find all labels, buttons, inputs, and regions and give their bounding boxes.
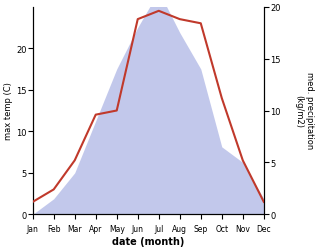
X-axis label: date (month): date (month)	[112, 236, 184, 246]
Y-axis label: med. precipitation 
(kg/m2): med. precipitation (kg/m2)	[294, 71, 314, 151]
Y-axis label: max temp (C): max temp (C)	[4, 82, 13, 140]
